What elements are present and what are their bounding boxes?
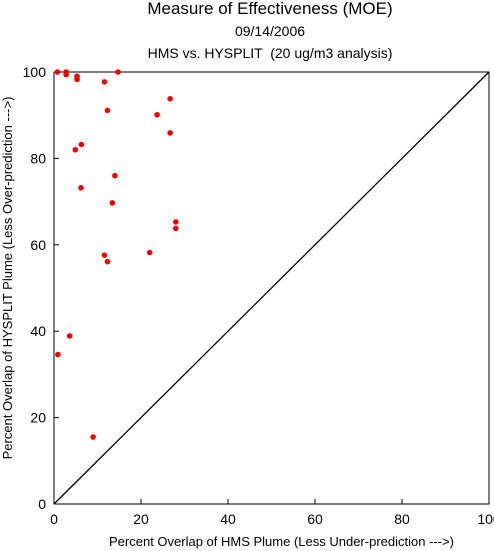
y-tick-label: 20 bbox=[30, 410, 46, 426]
data-point bbox=[74, 76, 80, 83]
x-tick-label: 40 bbox=[220, 511, 236, 527]
data-point bbox=[72, 146, 79, 153]
y-tick-label: 100 bbox=[23, 64, 47, 80]
x-axis: 0 20 40 60 80 100 bbox=[50, 499, 494, 527]
chart-date: 09/14/2006 bbox=[234, 23, 306, 39]
chart-title: Measure of Effectiveness (MOE) bbox=[147, 0, 393, 18]
data-point bbox=[104, 258, 111, 265]
x-tick-label: 100 bbox=[477, 511, 494, 527]
chart-title-block: Measure of Effectiveness (MOE) 09/14/200… bbox=[0, 0, 494, 65]
y-tick-label: 80 bbox=[30, 150, 46, 166]
x-tick-label: 60 bbox=[307, 511, 323, 527]
data-point bbox=[109, 200, 116, 206]
data-point bbox=[101, 252, 108, 258]
y-tick-label: 0 bbox=[38, 496, 46, 512]
x-tick-label: 20 bbox=[133, 511, 149, 527]
data-point bbox=[167, 130, 173, 136]
chart-subtitle: HMS vs. HYSPLIT (20 ug/m3 analysis) bbox=[147, 45, 393, 61]
data-points bbox=[54, 69, 179, 440]
data-point bbox=[112, 172, 118, 179]
data-point bbox=[115, 69, 121, 75]
one-to-one-reference-line bbox=[53, 71, 490, 505]
data-point bbox=[173, 219, 179, 225]
data-point bbox=[78, 184, 84, 191]
y-axis-label: Percent Overlap of HYSPLIT Plume (Less O… bbox=[0, 97, 15, 460]
data-point bbox=[55, 351, 61, 358]
data-point bbox=[78, 141, 85, 148]
plot-frame bbox=[53, 71, 490, 505]
x-axis-label: Percent Overlap of HMS Plume (Less Under… bbox=[109, 534, 454, 549]
data-point bbox=[54, 69, 61, 75]
x-tick-label: 80 bbox=[394, 511, 410, 527]
data-point bbox=[146, 249, 153, 256]
data-point bbox=[63, 71, 69, 78]
data-point bbox=[154, 111, 160, 118]
data-point bbox=[104, 107, 111, 114]
y-tick-label: 60 bbox=[30, 237, 46, 253]
data-point bbox=[90, 434, 96, 440]
data-point bbox=[66, 333, 73, 339]
y-axis: 0 20 40 60 80 100 bbox=[23, 64, 59, 512]
data-point bbox=[167, 95, 173, 102]
y-tick-label: 40 bbox=[30, 323, 46, 339]
x-tick-label: 0 bbox=[50, 511, 58, 527]
data-point bbox=[101, 79, 108, 85]
data-point bbox=[173, 225, 179, 232]
